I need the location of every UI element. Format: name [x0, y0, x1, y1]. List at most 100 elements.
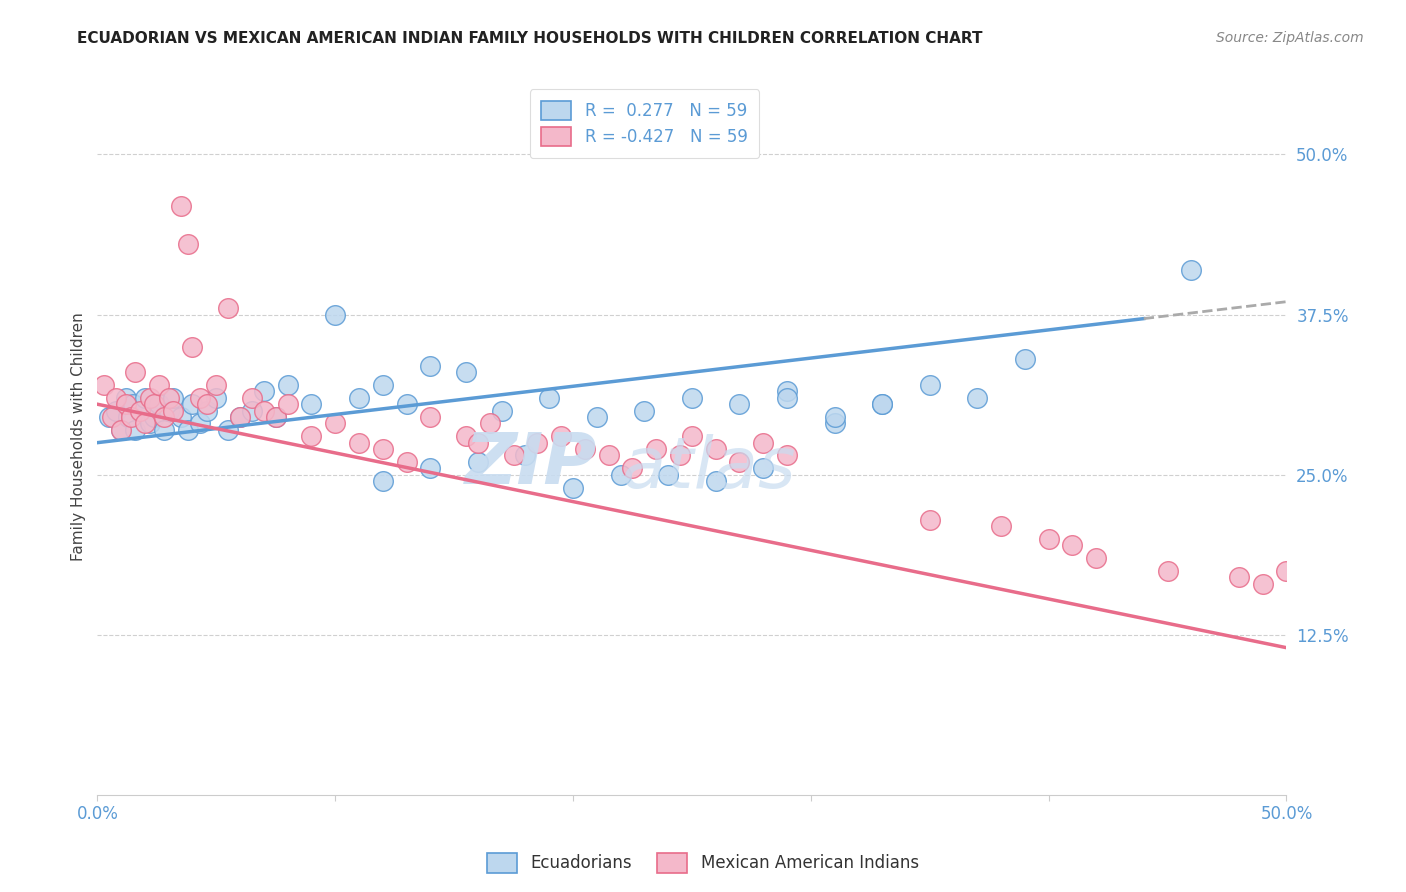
- Point: [870, 397, 893, 411]
- Point: [229, 410, 252, 425]
- Point: [371, 378, 394, 392]
- Point: [153, 410, 176, 425]
- Point: [704, 474, 727, 488]
- Point: [117, 410, 139, 425]
- Point: [371, 474, 394, 488]
- Text: ECUADORIAN VS MEXICAN AMERICAN INDIAN FAMILY HOUSEHOLDS WITH CHILDREN CORRELATIO: ECUADORIAN VS MEXICAN AMERICAN INDIAN FA…: [77, 31, 983, 46]
- Point: [776, 391, 799, 405]
- Point: [129, 403, 152, 417]
- Point: [253, 403, 276, 417]
- Point: [454, 429, 477, 443]
- Point: [98, 410, 121, 425]
- Point: [752, 435, 775, 450]
- Point: [467, 435, 489, 450]
- Point: [188, 417, 211, 431]
- Point: [419, 410, 441, 425]
- Point: [1014, 352, 1036, 367]
- Point: [299, 397, 322, 411]
- Point: [177, 423, 200, 437]
- Point: [918, 512, 941, 526]
- Point: [621, 461, 644, 475]
- Point: [538, 391, 561, 405]
- Point: [153, 423, 176, 437]
- Point: [240, 403, 263, 417]
- Point: [188, 391, 211, 405]
- Point: [515, 449, 537, 463]
- Point: [124, 423, 146, 437]
- Point: [177, 237, 200, 252]
- Point: [657, 467, 679, 482]
- Point: [645, 442, 668, 456]
- Point: [419, 461, 441, 475]
- Point: [162, 391, 184, 405]
- Point: [681, 429, 703, 443]
- Point: [115, 391, 138, 405]
- Point: [110, 423, 132, 437]
- Point: [120, 410, 142, 425]
- Point: [371, 442, 394, 456]
- Point: [1085, 551, 1108, 566]
- Y-axis label: Family Households with Children: Family Households with Children: [72, 312, 86, 561]
- Point: [105, 403, 128, 417]
- Point: [347, 435, 370, 450]
- Point: [598, 449, 620, 463]
- Point: [93, 378, 115, 392]
- Point: [585, 410, 607, 425]
- Point: [395, 397, 418, 411]
- Point: [574, 442, 596, 456]
- Point: [395, 455, 418, 469]
- Legend: R =  0.277   N = 59, R = -0.427   N = 59: R = 0.277 N = 59, R = -0.427 N = 59: [530, 89, 759, 158]
- Point: [776, 449, 799, 463]
- Point: [148, 378, 170, 392]
- Point: [217, 301, 239, 315]
- Point: [134, 417, 156, 431]
- Text: ZIP: ZIP: [464, 431, 596, 500]
- Point: [728, 455, 751, 469]
- Point: [181, 340, 204, 354]
- Point: [824, 410, 846, 425]
- Point: [240, 391, 263, 405]
- Point: [138, 391, 160, 405]
- Point: [157, 391, 180, 405]
- Point: [1275, 564, 1298, 578]
- Point: [824, 417, 846, 431]
- Point: [491, 403, 513, 417]
- Point: [562, 481, 585, 495]
- Point: [347, 391, 370, 405]
- Point: [143, 410, 166, 425]
- Point: [105, 391, 128, 405]
- Point: [1299, 576, 1322, 591]
- Point: [728, 397, 751, 411]
- Point: [526, 435, 548, 450]
- Point: [129, 403, 152, 417]
- Point: [157, 403, 180, 417]
- Point: [217, 423, 239, 437]
- Point: [115, 397, 138, 411]
- Point: [966, 391, 988, 405]
- Point: [467, 455, 489, 469]
- Point: [454, 365, 477, 379]
- Point: [633, 403, 655, 417]
- Point: [990, 519, 1012, 533]
- Point: [148, 397, 170, 411]
- Point: [1251, 576, 1274, 591]
- Point: [169, 410, 191, 425]
- Point: [550, 429, 572, 443]
- Point: [704, 442, 727, 456]
- Point: [1062, 538, 1084, 552]
- Point: [181, 397, 204, 411]
- Point: [205, 378, 228, 392]
- Point: [264, 410, 287, 425]
- Point: [229, 410, 252, 425]
- Point: [138, 417, 160, 431]
- Point: [134, 391, 156, 405]
- Text: Source: ZipAtlas.com: Source: ZipAtlas.com: [1216, 31, 1364, 45]
- Point: [323, 308, 346, 322]
- Point: [195, 403, 218, 417]
- Point: [1227, 570, 1250, 584]
- Point: [502, 449, 524, 463]
- Point: [143, 397, 166, 411]
- Point: [264, 410, 287, 425]
- Point: [253, 384, 276, 399]
- Point: [162, 403, 184, 417]
